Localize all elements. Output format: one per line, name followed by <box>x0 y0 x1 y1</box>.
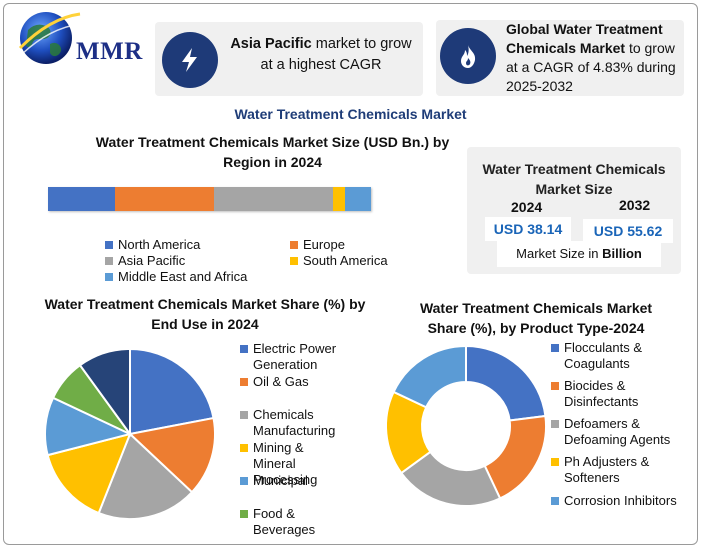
legend-label: North America <box>118 237 201 252</box>
callout-icon-circle <box>162 32 218 88</box>
legend-item-food-and-beverages: Food & Beverages <box>240 506 340 538</box>
pie-slice-flocculants-and-coagulants <box>465 344 547 422</box>
legend-label: Oil & Gas <box>253 374 309 389</box>
region-stacked-bar <box>48 187 371 211</box>
main-title: Water Treatment Chemicals Market <box>234 106 467 122</box>
product-type-chart-title: Water Treatment Chemicals Market Share (… <box>419 300 653 336</box>
pie-slice-corrosion-inhibitors <box>392 344 467 409</box>
legend-item-europe: Europe <box>290 237 345 253</box>
legend-swatch <box>105 273 113 281</box>
legend-label: Flocculants & Coagulants <box>564 340 643 371</box>
pie-slice-unlabeled-6 <box>78 347 131 438</box>
bar-segment-asia-pacific <box>214 187 333 211</box>
value-end: USD 55.62 <box>583 219 673 243</box>
bar-segment-europe <box>115 187 215 211</box>
asia-pacific-callout: Asia Pacific market to grow at a highest… <box>155 22 423 96</box>
value-start: USD 38.14 <box>485 217 571 241</box>
legend-label: Ph Adjusters & Softeners <box>564 454 650 485</box>
region-chart-title: Water Treatment Chemicals Market Size (U… <box>95 134 450 170</box>
legend-item-chemicals-manufacturing: Chemicals Manufacturing <box>240 407 340 439</box>
year-end: 2032 <box>619 197 651 213</box>
callout-bold-market: Global Water Treatment Chemicals Market <box>506 21 663 56</box>
legend-label: Electric Power Generation <box>253 341 337 372</box>
legend-label: Europe <box>303 237 345 252</box>
legend-swatch <box>551 458 559 466</box>
product-type-donut-chart <box>385 344 547 507</box>
legend-swatch <box>290 241 298 249</box>
legend-swatch <box>105 257 113 265</box>
legend-item-electric-power-generation: Electric Power Generation <box>240 341 340 373</box>
pie-slice-mining-and-mineral-processing <box>46 432 132 515</box>
legend-item-north-america: North America <box>105 237 200 253</box>
legend-label: Chemicals Manufacturing <box>253 407 336 438</box>
mmr-logo: MMR <box>14 8 144 72</box>
callout-body: to grow at a CAGR of 4.83% during 2025-2… <box>506 40 676 94</box>
legend-label: Municipal <box>253 473 308 488</box>
legend-item-corrosion-inhibitors: Corrosion Inhibitors <box>551 493 683 509</box>
legend-item-defoamers-and-defoaming-agents: Defoamers & Defoaming Agents <box>551 416 683 448</box>
legend-item-municipal: Municipal <box>240 473 340 489</box>
end-use-chart-title: Water Treatment Chemicals Market Share (… <box>44 296 366 332</box>
legend-swatch <box>240 345 248 353</box>
pie-slice-oil-and-gas <box>127 416 216 494</box>
legend-item-asia-pacific: Asia Pacific <box>105 253 185 269</box>
end-use-pie-chart <box>44 347 216 520</box>
legend-swatch <box>240 378 248 386</box>
legend-label: Defoamers & Defoaming Agents <box>564 416 671 447</box>
legend-swatch <box>551 497 559 505</box>
unit-note-unit: Billion <box>602 246 642 261</box>
legend-swatch <box>551 344 559 352</box>
legend-swatch <box>240 444 248 452</box>
callout-icon-circle <box>440 28 496 84</box>
legend-label: South America <box>303 253 388 268</box>
legend-item-flocculants-and-coagulants: Flocculants & Coagulants <box>551 340 683 372</box>
pie-slice-electric-power-generation <box>129 347 215 436</box>
bar-segment-north-america <box>48 187 116 211</box>
market-size-panel: Water Treatment Chemicals Market Size 20… <box>467 147 681 274</box>
legend-item-middle-east-and-africa: Middle East and Africa <box>105 269 247 285</box>
global-cagr-callout: Global Water Treatment Chemicals Market … <box>436 20 684 96</box>
callout-body: market to grow at a highest CAGR <box>260 36 412 73</box>
legend-label: Asia Pacific <box>118 253 186 268</box>
legend-swatch <box>551 382 559 390</box>
lightning-icon <box>182 48 197 72</box>
logo-text: MMR <box>76 38 143 65</box>
globe-icon <box>18 12 81 64</box>
legend-swatch <box>551 420 559 428</box>
infographic-frame <box>3 3 698 545</box>
legend-swatch <box>290 257 298 265</box>
callout-text: Global Water Treatment Chemicals Market … <box>506 20 684 96</box>
callout-bold-region: Asia Pacific <box>230 36 312 52</box>
legend-swatch <box>105 241 113 249</box>
market-size-title: Water Treatment Chemicals Market Size <box>482 161 666 197</box>
legend-label: Biocides & Disinfectants <box>564 378 639 409</box>
legend-label: Middle East and Africa <box>118 269 248 284</box>
legend-item-south-america: South America <box>290 253 388 269</box>
legend-swatch <box>240 510 248 518</box>
legend-item-biocides-and-disinfectants: Biocides & Disinfectants <box>551 378 683 410</box>
unit-note-prefix: Market Size in <box>516 246 599 261</box>
legend-label: Corrosion Inhibitors <box>564 493 677 508</box>
bar-segment-middle-east-and-africa <box>345 187 371 211</box>
market-size-unit-note: Market Size in Billion <box>497 241 661 267</box>
legend-label: Food & Beverages <box>253 506 316 537</box>
callout-text: Asia Pacific market to grow at a highest… <box>223 34 419 76</box>
legend-swatch <box>240 411 248 419</box>
legend-item-mining-and-mineral-processing: Mining & Mineral Processing <box>240 440 340 488</box>
bar-segment-south-america <box>332 187 346 211</box>
legend-item-ph-adjusters-and-softeners: Ph Adjusters & Softeners <box>551 454 683 486</box>
legend-item-oil-and-gas: Oil & Gas <box>240 374 340 390</box>
year-start: 2024 <box>511 199 543 215</box>
legend-label: Mining & Mineral Processing <box>253 440 318 487</box>
legend-swatch <box>240 477 248 485</box>
flame-icon <box>461 45 476 68</box>
